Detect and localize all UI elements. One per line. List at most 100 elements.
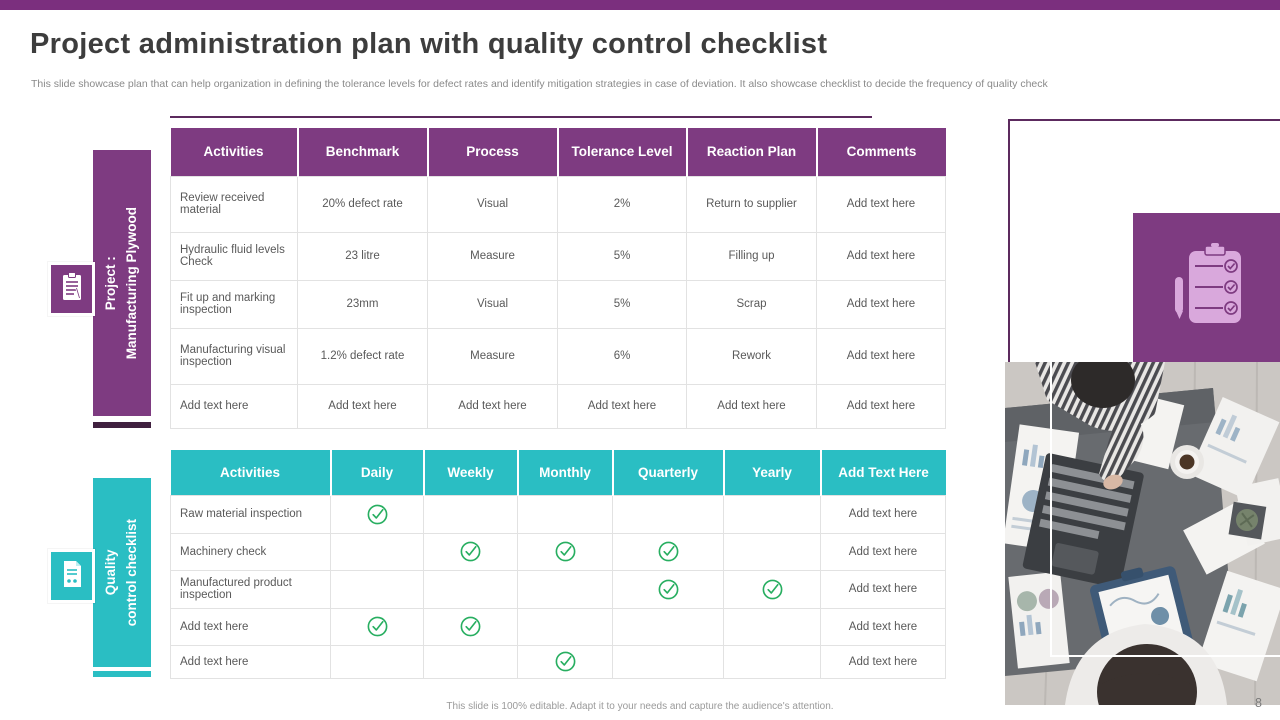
- column-header: Reaction Plan: [686, 128, 818, 176]
- frequency-check-cell: [612, 533, 724, 571]
- table-cell: Measure: [427, 232, 558, 281]
- table-cell: Add text here: [816, 280, 946, 329]
- frequency-check-cell: [517, 570, 613, 609]
- table-cell: Add text here: [816, 232, 946, 281]
- frequency-check-cell: [612, 645, 724, 679]
- frequency-check-cell: [723, 608, 821, 646]
- table-cell: Review received material: [170, 175, 298, 233]
- table-cell: Return to supplier: [686, 175, 817, 233]
- check-circle-icon: [366, 616, 389, 637]
- frequency-check-cell: [517, 533, 613, 571]
- table-cell: 5%: [557, 280, 687, 329]
- photo-frame-horizontal-line: [1050, 655, 1280, 657]
- frequency-check-cell: [723, 570, 821, 609]
- check-circle-icon: [554, 651, 577, 672]
- frequency-check-cell: [330, 533, 424, 571]
- project-badge: [48, 262, 95, 316]
- photo-frame-vertical-line: [1050, 362, 1052, 657]
- project-label-line1: Project :: [103, 255, 119, 310]
- table-row: Machinery check Add text here: [170, 533, 946, 571]
- quality-label-underline: [93, 671, 151, 677]
- page-subtitle: This slide showcase plan that can help o…: [31, 78, 1048, 90]
- clipboard-icon: [59, 271, 85, 308]
- table-cell: Add text here: [297, 384, 428, 429]
- table-cell: Add text here: [816, 384, 946, 429]
- column-header: Process: [427, 128, 559, 176]
- frequency-check-cell: [723, 533, 821, 571]
- table-cell: 6%: [557, 328, 687, 385]
- column-header: Activities: [170, 450, 332, 495]
- frequency-check-cell: [723, 494, 821, 534]
- page-number: 8: [1255, 696, 1262, 710]
- table-row: Add text here Add text here Add text here A…: [170, 384, 946, 429]
- activity-cell: Manufactured product inspection: [170, 570, 331, 609]
- photo: [1005, 362, 1280, 705]
- frequency-check-cell: [423, 494, 518, 534]
- quality-badge: [48, 549, 95, 603]
- sidebar-label-quality: Quality control checklist: [93, 478, 151, 667]
- frequency-check-cell: [330, 645, 424, 679]
- comment-cell: Add text here: [820, 570, 946, 609]
- table-cell: Add text here: [686, 384, 817, 429]
- checklist-clipboard-icon: [1161, 235, 1253, 340]
- table-cell: Manufacturing visual inspection: [170, 328, 298, 385]
- check-circle-icon: [657, 579, 680, 599]
- frequency-table-body: Raw material inspection Add text here Mach…: [170, 494, 946, 679]
- frequency-header-row: Activities Daily Weekly Monthly Quarterly Yea…: [170, 450, 946, 495]
- activity-cell: Machinery check: [170, 533, 331, 571]
- table-cell: Rework: [686, 328, 817, 385]
- table-row: Review received material 20% defect rate V…: [170, 175, 946, 233]
- table-cell: 2%: [557, 175, 687, 233]
- column-header: Quarterly: [612, 450, 725, 495]
- table-cell: 5%: [557, 232, 687, 281]
- table-cell: Add text here: [170, 384, 298, 429]
- frequency-check-cell: [612, 608, 724, 646]
- frequency-check-cell: [723, 645, 821, 679]
- top-accent-bar: [0, 0, 1280, 10]
- project-label-line2: Manufacturing Plywood: [124, 206, 139, 360]
- table-row: Add text here Add text here: [170, 608, 946, 646]
- check-circle-icon: [459, 541, 482, 562]
- tolerance-table: Activities Benchmark Process Tolerance Leve…: [170, 128, 946, 429]
- table-cell: Add text here: [557, 384, 687, 429]
- frequency-check-cell: [517, 645, 613, 679]
- sidebar-label-project: Project : Manufacturing Plywood: [93, 150, 151, 416]
- column-header: Tolerance Level: [557, 128, 688, 176]
- frequency-check-cell: [330, 608, 424, 646]
- frequency-check-cell: [423, 570, 518, 609]
- comment-cell: Add text here: [820, 533, 946, 571]
- check-circle-icon: [366, 504, 389, 524]
- frequency-check-cell: [330, 494, 424, 534]
- page-title: Project administration plan with quality…: [30, 28, 828, 60]
- table-cell: Hydraulic fluid levels Check: [170, 232, 298, 281]
- table-cell: Scrap: [686, 280, 817, 329]
- table-row: Raw material inspection Add text here: [170, 494, 946, 534]
- frequency-check-cell: [330, 570, 424, 609]
- table-cell: Add text here: [816, 328, 946, 385]
- table-row: Manufactured product inspection Add text …: [170, 570, 946, 609]
- frequency-check-cell: [423, 608, 518, 646]
- document-icon: [59, 558, 85, 595]
- frequency-check-cell: [423, 533, 518, 571]
- table-cell: Filling up: [686, 232, 817, 281]
- table-cell: 20% defect rate: [297, 175, 428, 233]
- frequency-check-cell: [612, 570, 724, 609]
- check-circle-icon: [554, 541, 577, 562]
- column-header: Daily: [330, 450, 425, 495]
- comment-cell: Add text here: [820, 608, 946, 646]
- tolerance-header-row: Activities Benchmark Process Tolerance Leve…: [170, 128, 946, 176]
- table-cell: 23mm: [297, 280, 428, 329]
- comment-cell: Add text here: [820, 494, 946, 534]
- check-circle-icon: [459, 616, 482, 637]
- check-circle-icon: [657, 541, 680, 562]
- footer-note: This slide is 100% editable. Adapt it to…: [446, 701, 834, 712]
- frequency-check-cell: [423, 645, 518, 679]
- table-row: Manufacturing visual inspection 1.2% defe…: [170, 328, 946, 385]
- activity-cell: Raw material inspection: [170, 494, 331, 534]
- table-cell: 1.2% defect rate: [297, 328, 428, 385]
- column-header: Activities: [170, 128, 299, 176]
- table-cell: Add text here: [816, 175, 946, 233]
- activity-cell: Add text here: [170, 645, 331, 679]
- column-header: Benchmark: [297, 128, 429, 176]
